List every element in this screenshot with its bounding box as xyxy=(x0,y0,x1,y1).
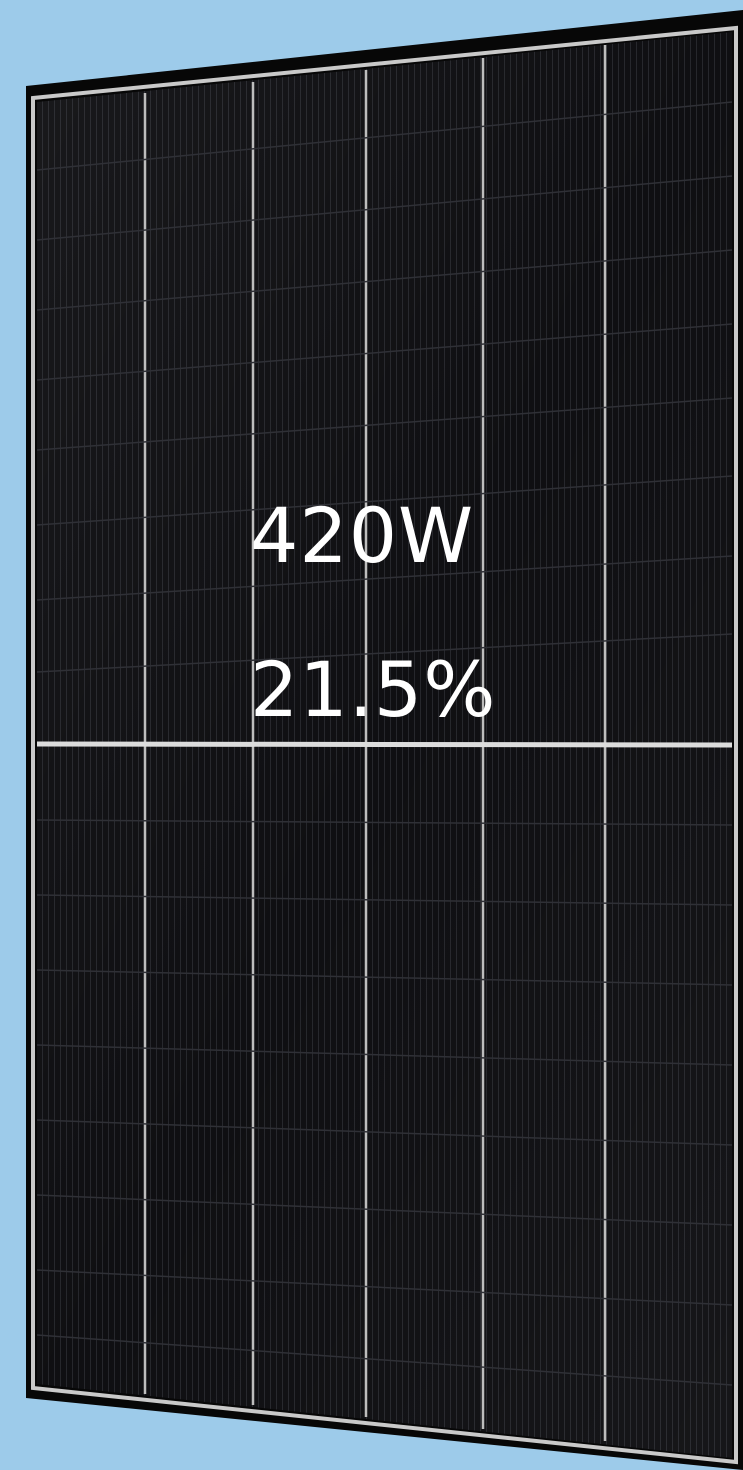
panel-inner-edge xyxy=(31,25,738,1465)
efficiency-label: 21.5% xyxy=(250,645,497,734)
power-rating-label: 420W xyxy=(250,491,475,580)
middle-divider xyxy=(36,741,733,748)
row-lines xyxy=(36,101,733,1386)
